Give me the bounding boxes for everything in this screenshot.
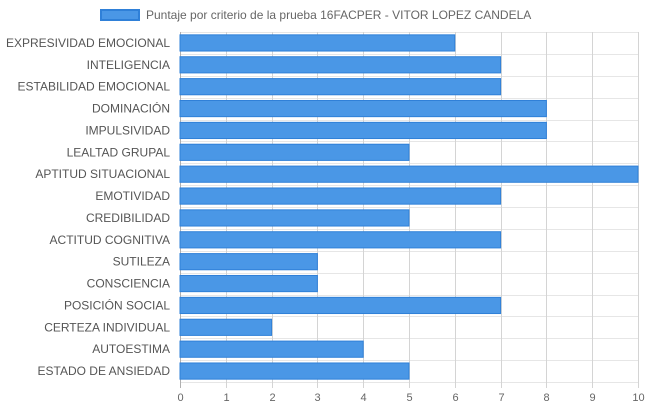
x-tick-label: 7 — [498, 392, 504, 404]
bar — [179, 121, 547, 140]
x-axis-ticks: 0 1 2 3 4 5 6 7 8 9 10 — [177, 392, 644, 404]
bar — [179, 34, 456, 52]
bar — [179, 99, 547, 118]
category-label: EXPRESIVIDAD EMOCIONAL — [6, 36, 170, 50]
x-tick-label: 2 — [269, 392, 275, 404]
bar — [179, 165, 639, 183]
category-label: ESTABILIDAD EMOCIONAL — [18, 80, 171, 94]
category-label: DOMINACIÓN — [92, 101, 170, 116]
x-tick-label: 4 — [360, 392, 366, 404]
category-labels: EXPRESIVIDAD EMOCIONAL INTELIGENCIA ESTABI… — [6, 36, 170, 378]
x-tick-label: 3 — [314, 392, 320, 404]
category-label: AUTOESTIMA — [92, 342, 170, 356]
category-label: LEALTAD GRUPAL — [67, 145, 171, 159]
x-tick-label: 6 — [452, 392, 458, 404]
bar — [179, 340, 364, 358]
bar — [179, 78, 502, 96]
category-label: CONSCIENCIA — [87, 277, 170, 291]
bar — [179, 187, 502, 205]
category-label: APTITUD SITUACIONAL — [35, 167, 170, 181]
x-tick-label: 8 — [543, 392, 549, 404]
category-label: POSICIÓN SOCIAL — [64, 297, 170, 312]
bar — [179, 231, 502, 249]
bar — [179, 209, 410, 227]
legend-swatch — [100, 9, 140, 21]
chart-legend[interactable]: Puntaje por criterio de la prueba 16FACP… — [100, 6, 531, 24]
x-tick-label: 5 — [406, 392, 412, 404]
x-tick-label: 10 — [632, 392, 644, 404]
category-label: INTELIGENCIA — [87, 58, 170, 72]
category-label: IMPULSIVIDAD — [85, 123, 170, 137]
x-tick-label: 1 — [223, 392, 229, 404]
x-tick-label: 0 — [177, 392, 183, 404]
category-label: CERTEZA INDIVIDUAL — [44, 320, 170, 334]
bar — [179, 362, 410, 380]
category-label: SUTILEZA — [113, 255, 170, 269]
category-label: ACTITUD COGNITIVA — [50, 233, 170, 247]
category-label: EMOTIVIDAD — [95, 189, 170, 203]
bar — [179, 274, 318, 293]
category-label: ESTADO DE ANSIEDAD — [38, 364, 171, 378]
bar — [179, 318, 273, 336]
bar — [179, 143, 410, 161]
bar — [179, 56, 502, 74]
x-tick-label: 9 — [589, 392, 595, 404]
category-label: CREDIBILIDAD — [86, 211, 170, 225]
legend-label: Puntaje por criterio de la prueba 16FACP… — [146, 8, 532, 22]
bar — [179, 296, 502, 315]
chart-bars — [179, 34, 639, 380]
bar — [179, 253, 318, 271]
